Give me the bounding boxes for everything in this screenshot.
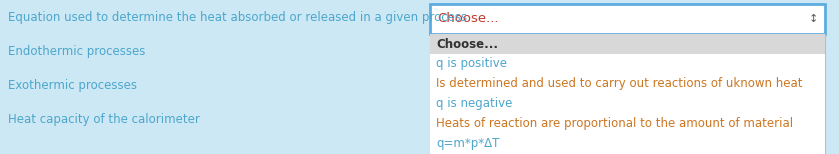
Text: Choose...: Choose...	[436, 38, 498, 51]
Text: q=m*p*ΔT: q=m*p*ΔT	[436, 138, 499, 150]
Text: Is determined and used to carry out reactions of uknown heat: Is determined and used to carry out reac…	[436, 77, 802, 91]
Text: Exothermic processes: Exothermic processes	[8, 79, 137, 93]
Bar	[430, 34, 825, 154]
Bar	[430, 74, 825, 94]
Text: Choose...: Choose...	[437, 12, 498, 26]
Text: q is positive: q is positive	[436, 57, 507, 71]
Text: Endothermic processes: Endothermic processes	[8, 45, 145, 59]
Text: Heat capacity of the calorimeter: Heat capacity of the calorimeter	[8, 113, 200, 126]
Bar	[430, 34, 825, 54]
Text: Equation used to determine the heat absorbed or released in a given process: Equation used to determine the heat abso…	[8, 12, 467, 24]
Bar	[430, 54, 825, 74]
Bar	[430, 94, 825, 114]
Bar	[430, 114, 825, 134]
Bar	[430, 4, 825, 34]
Text: ↕: ↕	[808, 14, 818, 24]
Text: Heats of reaction are proportional to the amount of material: Heats of reaction are proportional to th…	[436, 118, 793, 130]
Bar	[430, 134, 825, 154]
Text: q is negative: q is negative	[436, 97, 513, 111]
